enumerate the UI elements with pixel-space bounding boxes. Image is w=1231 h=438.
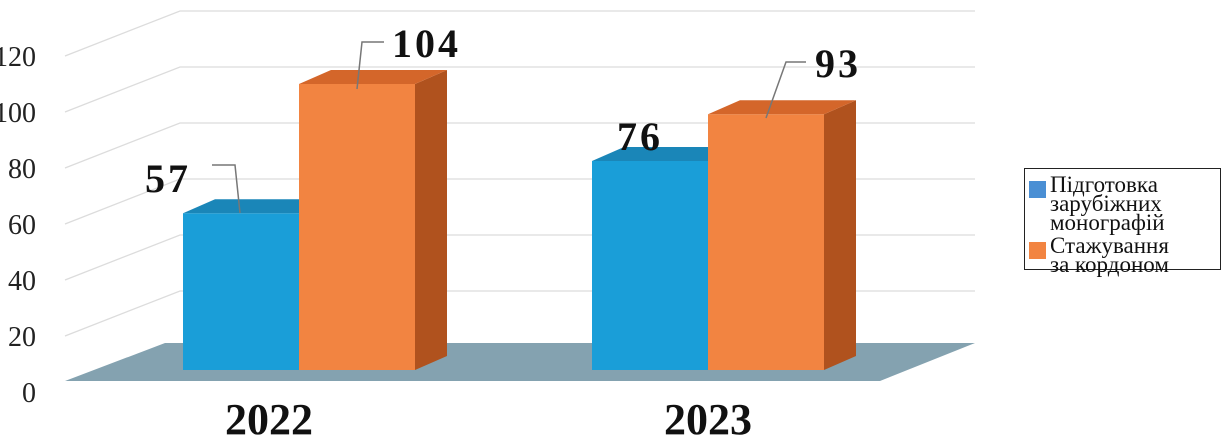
x-category-label: 2022 [225,395,313,438]
bars [183,70,856,370]
gridline [64,66,975,113]
legend-item-internships: Стажування за кордоном [1029,233,1216,277]
y-tick-label: 20 [8,322,36,353]
bar-2022-series-1 [183,213,299,370]
bar-side-2023-series-2 [824,100,856,370]
legend-item-monographs: Підготовка зарубіжних монографій [1029,172,1216,235]
gridline [64,10,975,57]
y-tick-label: 100 [0,98,36,129]
legend-label-internships: Стажування за кордоном [1050,233,1169,277]
bar-2023-series-2 [708,114,824,370]
data-labels: 57 104 76 93 [145,21,861,214]
leader-line [356,41,384,90]
y-tick-label: 0 [22,378,36,409]
y-tick-label: 80 [8,154,36,185]
leader-line [212,164,241,214]
y-tick-label: 40 [8,266,36,297]
bar-2022-series-2 [299,84,415,370]
bar-top-2022-series-2 [299,70,447,84]
x-category-label: 2023 [664,395,752,438]
legend-swatch-orange [1029,242,1046,259]
data-label: 104 [392,21,461,66]
y-axis-ticks: 0 20 40 60 80 100 120 [0,42,36,409]
x-axis-categories: 2022 2023 [225,395,752,438]
legend-swatch-blue [1029,181,1046,198]
legend: Підготовка зарубіжних монографій Стажува… [1024,168,1221,276]
leader-line [765,61,806,119]
bar-2023-series-1 [592,161,708,370]
bar-top-2022-series-1 [183,199,331,214]
bar-side-2022-series-2 [415,70,447,370]
data-label: 93 [815,41,861,86]
bar-top-2023-series-2 [708,100,856,115]
bar-top-2023-series-1 [592,147,740,161]
data-label: 57 [145,156,191,201]
legend-label-monographs: Підготовка зарубіжних монографій [1050,172,1165,235]
data-label: 76 [617,114,663,159]
y-tick-label: 120 [0,42,36,73]
y-tick-label: 60 [8,210,36,241]
